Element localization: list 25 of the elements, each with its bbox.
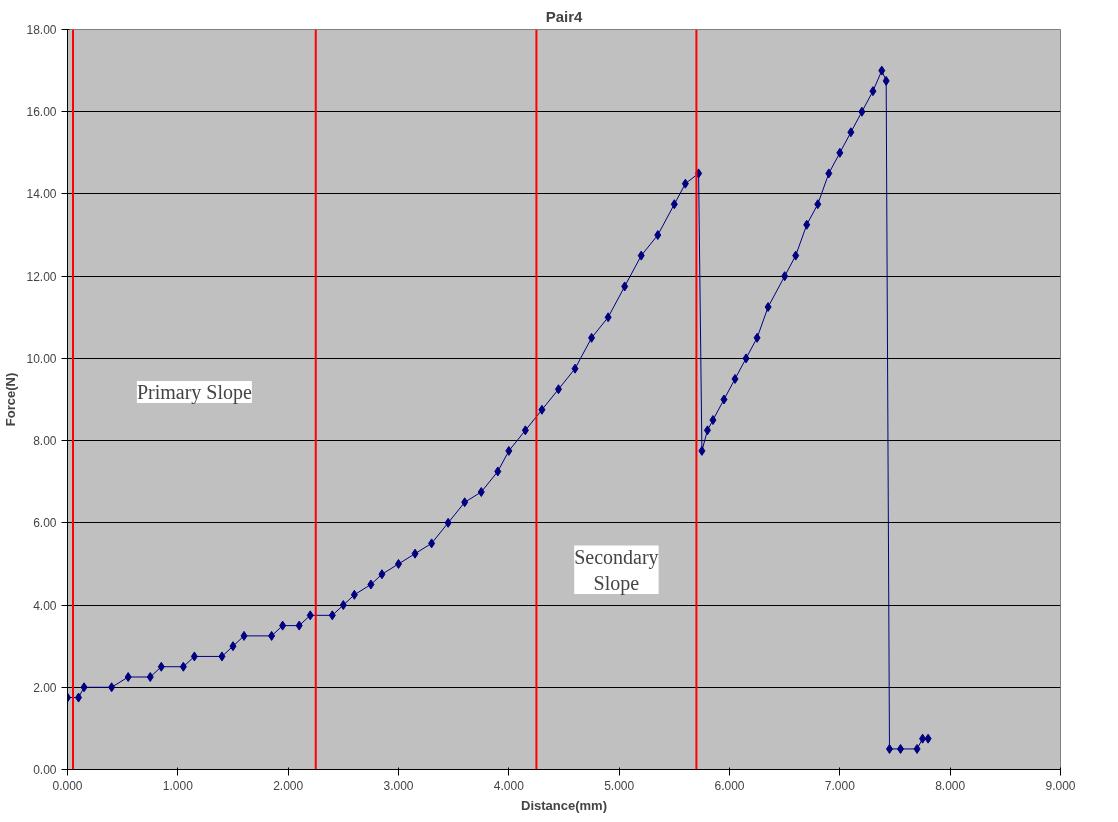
- y-tick-label: 8.00: [33, 434, 57, 449]
- y-tick-label: 0.00: [33, 763, 57, 777]
- y-tick-label: 12.00: [26, 269, 57, 284]
- y-tick-label: 16.00: [26, 105, 57, 120]
- chart-title: Pair4: [545, 7, 583, 25]
- y-tick-label: 6.00: [33, 516, 57, 531]
- x-tick-label: 2.000: [273, 778, 304, 793]
- y-tick-label: 10.00: [26, 351, 57, 366]
- x-tick-label: 1.000: [162, 778, 194, 793]
- x-tick-label: 0.000: [52, 778, 83, 793]
- x-tick-label: 7.000: [824, 778, 856, 793]
- x-tick-label: 6.000: [714, 778, 745, 793]
- x-tick-label: 9.000: [1045, 778, 1076, 793]
- annotation: Primary Slope: [136, 381, 252, 405]
- y-axis-title: Force(N): [3, 372, 19, 427]
- x-tick-label: 5.000: [604, 778, 635, 793]
- x-tick-label: 8.000: [935, 778, 966, 793]
- y-tick-label: 4.00: [33, 598, 57, 613]
- x-axis-title: Distance(mm): [521, 797, 607, 813]
- y-tick-label: 14.00: [26, 187, 57, 202]
- y-tick-label: 2.00: [33, 680, 57, 695]
- y-tick-label: 18.00: [26, 23, 57, 37]
- x-tick-label: 4.000: [493, 778, 525, 793]
- annotation: Secondary Slope: [574, 545, 659, 595]
- x-tick-label: 3.000: [383, 778, 414, 793]
